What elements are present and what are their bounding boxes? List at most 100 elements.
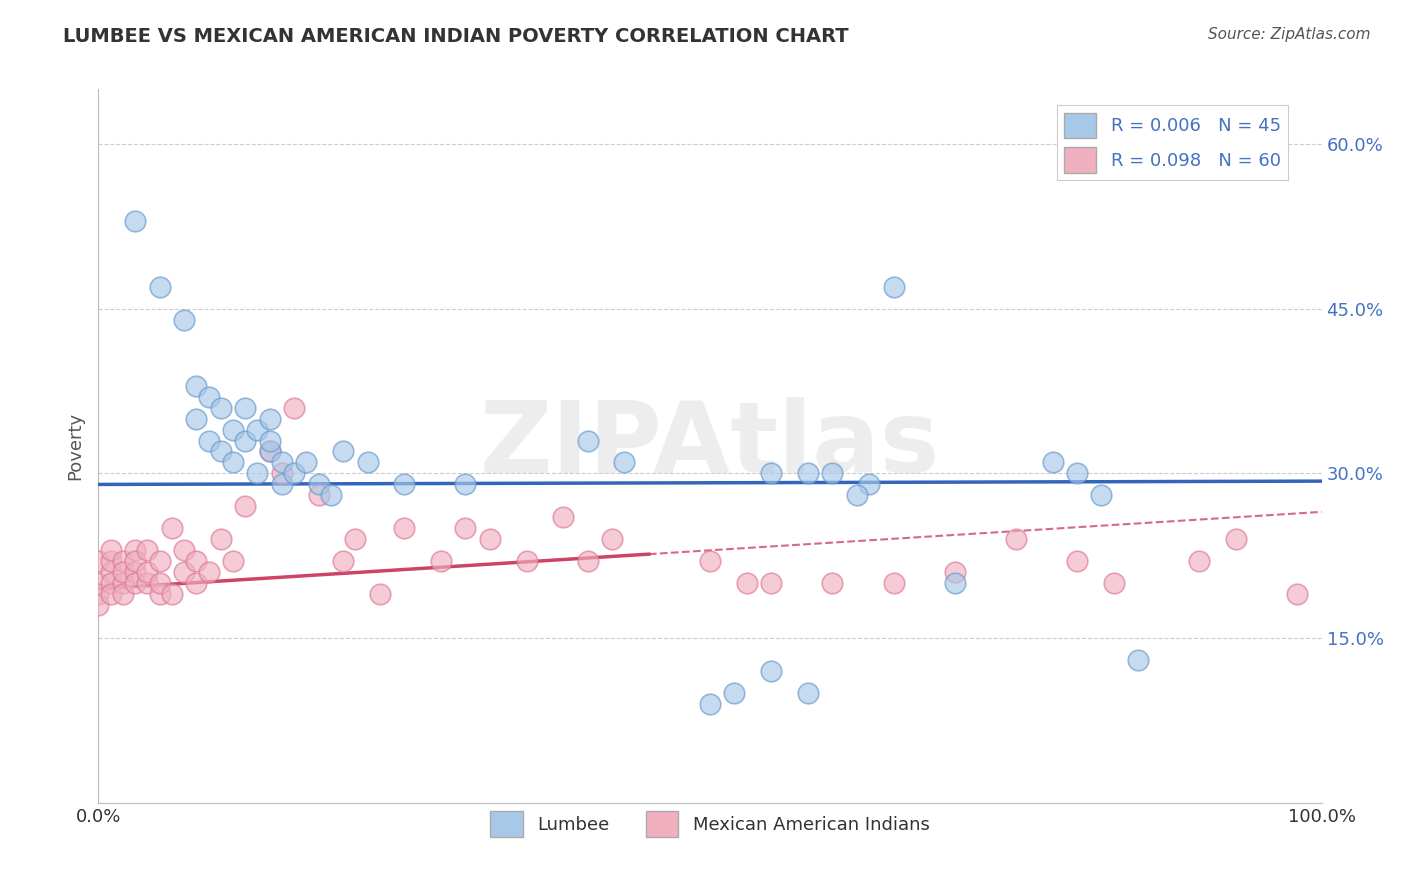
Point — [516, 554, 538, 568]
Point — [797, 686, 820, 700]
Text: ZIPAtlas: ZIPAtlas — [479, 398, 941, 494]
Point — [100, 576, 122, 591]
Point — [136, 543, 159, 558]
Point — [136, 566, 159, 580]
Point — [821, 576, 844, 591]
Point — [149, 587, 172, 601]
Point — [270, 477, 294, 491]
Point — [283, 401, 305, 415]
Point — [149, 280, 172, 294]
Point — [1188, 554, 1211, 568]
Point — [124, 576, 146, 591]
Point — [845, 488, 868, 502]
Point — [259, 444, 281, 458]
Point — [186, 378, 208, 392]
Point — [259, 411, 281, 425]
Point — [160, 521, 183, 535]
Point — [308, 488, 330, 502]
Point — [699, 554, 721, 568]
Point — [1042, 455, 1064, 469]
Point — [1102, 576, 1125, 591]
Point — [295, 455, 318, 469]
Point — [454, 477, 477, 491]
Point — [186, 411, 208, 425]
Point — [100, 587, 122, 601]
Point — [87, 576, 110, 591]
Point — [186, 554, 208, 568]
Point — [233, 434, 256, 448]
Point — [259, 444, 281, 458]
Point — [111, 576, 134, 591]
Point — [173, 312, 195, 326]
Point — [270, 467, 294, 481]
Point — [246, 423, 269, 437]
Point — [356, 455, 378, 469]
Point — [454, 521, 477, 535]
Point — [883, 576, 905, 591]
Point — [344, 533, 367, 547]
Point — [761, 576, 783, 591]
Text: Source: ZipAtlas.com: Source: ZipAtlas.com — [1208, 27, 1371, 42]
Point — [1128, 653, 1150, 667]
Point — [308, 477, 330, 491]
Point — [332, 554, 354, 568]
Point — [576, 554, 599, 568]
Point — [186, 576, 208, 591]
Point — [173, 566, 195, 580]
Point — [222, 423, 245, 437]
Point — [100, 566, 122, 580]
Point — [368, 587, 391, 601]
Point — [233, 401, 256, 415]
Point — [173, 543, 195, 558]
Point — [699, 697, 721, 711]
Point — [111, 587, 134, 601]
Point — [478, 533, 501, 547]
Point — [1004, 533, 1026, 547]
Point — [613, 455, 636, 469]
Point — [222, 455, 245, 469]
Y-axis label: Poverty: Poverty — [66, 412, 84, 480]
Point — [319, 488, 342, 502]
Point — [723, 686, 745, 700]
Point — [160, 587, 183, 601]
Point — [209, 401, 232, 415]
Point — [111, 566, 134, 580]
Legend: Lumbee, Mexican American Indians: Lumbee, Mexican American Indians — [484, 804, 936, 844]
Point — [87, 554, 110, 568]
Point — [1066, 467, 1088, 481]
Point — [576, 434, 599, 448]
Point — [943, 566, 966, 580]
Point — [259, 434, 281, 448]
Point — [553, 510, 575, 524]
Point — [100, 554, 122, 568]
Point — [197, 390, 219, 404]
Point — [858, 477, 880, 491]
Point — [883, 280, 905, 294]
Point — [149, 576, 172, 591]
Point — [332, 444, 354, 458]
Point — [136, 576, 159, 591]
Point — [100, 543, 122, 558]
Point — [233, 500, 256, 514]
Point — [246, 467, 269, 481]
Point — [821, 467, 844, 481]
Point — [761, 664, 783, 678]
Point — [149, 554, 172, 568]
Point — [124, 566, 146, 580]
Point — [124, 214, 146, 228]
Point — [111, 554, 134, 568]
Point — [430, 554, 453, 568]
Point — [283, 467, 305, 481]
Point — [761, 467, 783, 481]
Point — [87, 587, 110, 601]
Point — [124, 543, 146, 558]
Point — [197, 566, 219, 580]
Point — [392, 477, 416, 491]
Point — [1090, 488, 1112, 502]
Point — [1066, 554, 1088, 568]
Point — [270, 455, 294, 469]
Point — [1225, 533, 1247, 547]
Point — [1286, 587, 1309, 601]
Point — [943, 576, 966, 591]
Point — [222, 554, 245, 568]
